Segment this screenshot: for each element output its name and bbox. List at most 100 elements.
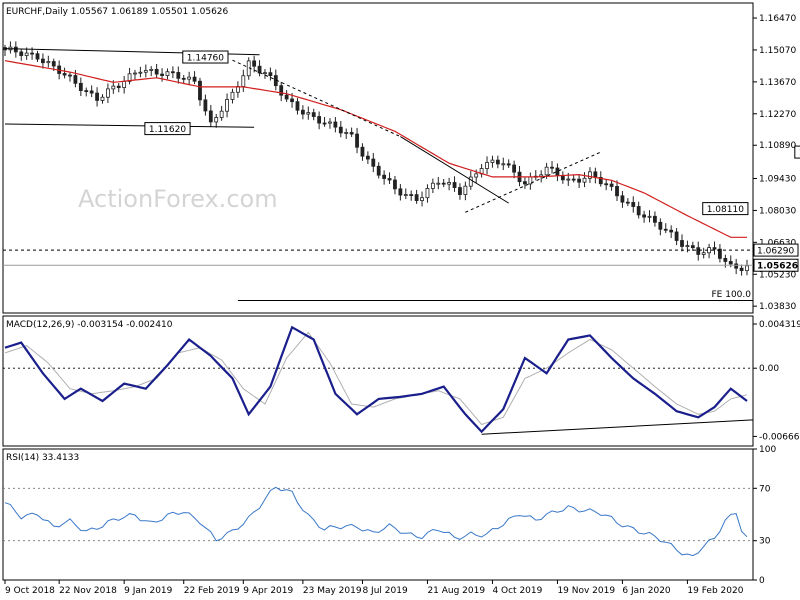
candle-body — [95, 92, 99, 101]
y-tick-label: 30 — [759, 537, 771, 547]
candle-body — [523, 181, 527, 185]
candle-body — [447, 182, 452, 185]
candle-body — [728, 261, 733, 265]
candle-body — [84, 90, 89, 92]
candle-body — [30, 52, 34, 55]
candle-body — [430, 182, 435, 189]
level-annotation-box — [144, 122, 191, 136]
candle-body — [230, 91, 235, 100]
macd-line — [4, 325, 748, 434]
y-tick-label: 0.00 — [759, 364, 779, 374]
candle-body — [198, 80, 202, 101]
candle-body — [51, 61, 56, 67]
candle-body — [338, 126, 343, 134]
y-tick-label: 1.16470 — [759, 14, 796, 24]
candle-body — [555, 167, 560, 177]
candle-body — [696, 247, 701, 255]
x-tick-label: 6 Jan 2020 — [622, 586, 670, 596]
level-annotation-box — [182, 50, 229, 64]
candle-body — [165, 71, 170, 76]
candle-body — [214, 117, 219, 123]
candle-body — [160, 73, 164, 76]
level-annotation-box — [794, 145, 800, 159]
macd-trendline — [481, 419, 754, 435]
candle-body — [712, 247, 717, 250]
candle-body — [13, 46, 18, 53]
candle-body — [19, 51, 24, 56]
y-tick-label: 0.004319 — [759, 320, 800, 330]
candle-body — [24, 52, 29, 56]
candle-body — [203, 99, 208, 112]
candle-body — [279, 85, 284, 96]
candle-body — [257, 65, 262, 74]
candle-body — [474, 173, 479, 178]
candle-body — [490, 159, 495, 163]
x-tick-label: 22 Nov 2018 — [59, 586, 117, 596]
y-tick-label: 70 — [759, 484, 771, 494]
candle-body — [658, 221, 663, 230]
candle-body — [181, 77, 186, 80]
candle-body — [663, 228, 668, 231]
candle-body — [680, 240, 684, 247]
candle-body — [598, 177, 603, 185]
y-tick-label: 1.12270 — [759, 110, 796, 120]
candle-body — [506, 163, 511, 166]
candle-body — [333, 121, 338, 128]
candle-body — [252, 60, 257, 67]
candle-body — [403, 194, 408, 196]
candle-body — [674, 231, 679, 241]
candle-body — [615, 186, 619, 197]
candle-body — [371, 158, 376, 167]
watermark: ActionForex.com — [78, 185, 278, 213]
trendline — [465, 151, 601, 213]
y-tick-label: 1.03830 — [759, 302, 796, 312]
candle-body — [718, 248, 722, 259]
price-tag: 1.05626 — [757, 262, 798, 272]
candle-body — [349, 132, 354, 135]
candle-body — [106, 88, 110, 98]
candle-body — [604, 183, 609, 186]
y-tick-label: 1.13670 — [759, 78, 796, 88]
macd-pane-frame — [2, 315, 754, 447]
candle-body — [89, 90, 94, 94]
price-tag-box — [753, 258, 799, 272]
candle-body — [284, 94, 289, 100]
candle-body — [723, 257, 728, 262]
candle-body — [46, 61, 51, 64]
candle-body — [322, 122, 327, 125]
price-pane-header: EURCHF,Daily 1.05567 1.06189 1.05501 1.0… — [6, 7, 229, 17]
candle-body — [647, 215, 652, 218]
x-tick-label: 4 Oct 2019 — [492, 586, 542, 596]
candle-body — [382, 174, 387, 179]
candle-body — [311, 112, 316, 117]
x-tick-label: 9 Jan 2019 — [124, 586, 172, 596]
candle-body — [642, 214, 646, 218]
candle-body — [176, 72, 181, 79]
candle-body — [669, 229, 674, 233]
candle-body — [360, 146, 365, 157]
rsi-pane-header: RSI(14) 33.4133 — [6, 453, 79, 463]
macd-signal-line — [4, 331, 748, 426]
candle-body — [458, 187, 462, 195]
candle-body — [685, 245, 690, 248]
candle-body — [263, 72, 267, 75]
candle-body — [512, 164, 517, 173]
candle-body — [398, 188, 403, 196]
candle-body — [68, 74, 72, 77]
level-annotation: 1.14760 — [187, 54, 224, 64]
candle-body — [414, 194, 419, 201]
candle-body — [154, 68, 159, 75]
macd-pane-header: MACD(12,26,9) -0.003154 -0.002410 — [6, 320, 173, 330]
candle-body — [300, 109, 305, 115]
candle-body — [452, 182, 457, 188]
candle-body — [376, 165, 381, 176]
x-tick-label: 19 Feb 2020 — [687, 586, 743, 596]
candle-body — [468, 176, 473, 187]
level-annotation-box — [702, 202, 749, 216]
candle-body — [138, 71, 143, 74]
candle-body — [355, 133, 359, 148]
candle-body — [149, 68, 154, 71]
price-tag-box — [753, 243, 799, 257]
candle-body — [225, 99, 229, 112]
candle-body — [133, 72, 137, 75]
